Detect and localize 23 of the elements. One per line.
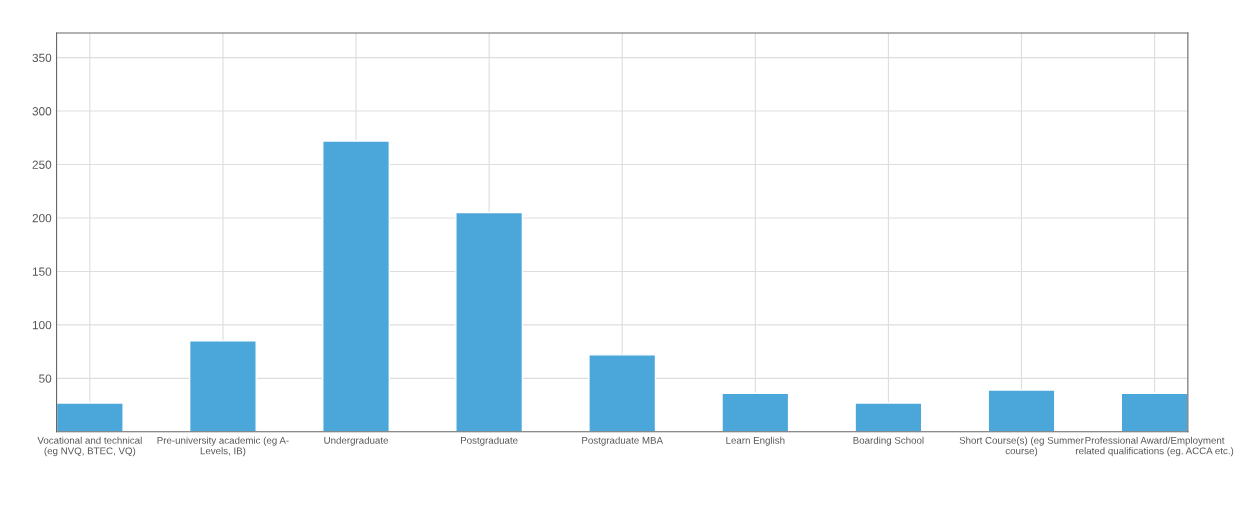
x-tick-label: Postgraduate MBA (582, 436, 663, 446)
x-tick-label: Postgraduate (461, 436, 518, 446)
y-tick-label: 100 (32, 320, 52, 330)
bar (56, 402, 124, 432)
x-tick-label: Undergraduate (324, 436, 389, 446)
y-tick-label: 50 (39, 374, 52, 383)
bar (188, 340, 257, 432)
x-tick-label: Learn English (726, 436, 785, 446)
x-tick-label: Pre-university academic (eg A- Levels, IB) (157, 436, 289, 457)
y-tick-label: 150 (32, 267, 52, 276)
bar (1120, 392, 1188, 432)
bar (455, 211, 524, 432)
bar (322, 140, 390, 432)
bar (721, 392, 790, 432)
y-tick-label: 350 (32, 53, 52, 62)
x-tick-label: Boarding School (853, 436, 924, 446)
x-tick-label: Vocational and technical (eg NVQ, BTEC, VQ) (37, 436, 142, 457)
y-tick-label: 300 (32, 107, 52, 116)
y-tick-label: 200 (32, 214, 52, 223)
y-tick-label: 250 (32, 160, 52, 169)
bar (588, 354, 657, 432)
bar (987, 389, 1056, 432)
bar (854, 402, 923, 432)
